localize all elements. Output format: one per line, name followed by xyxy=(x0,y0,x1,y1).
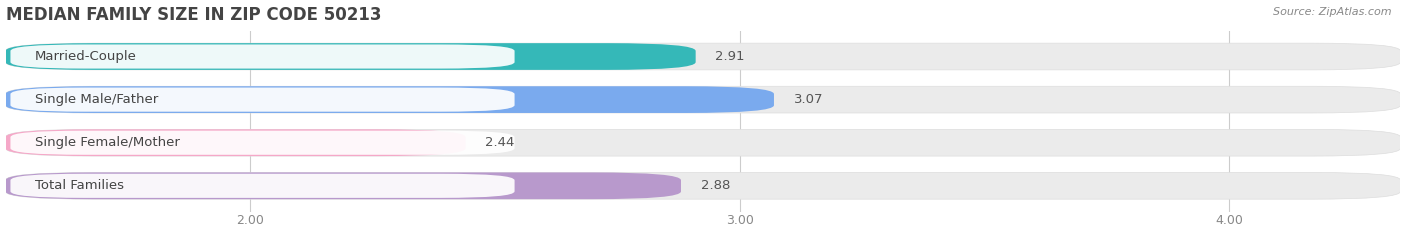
Text: MEDIAN FAMILY SIZE IN ZIP CODE 50213: MEDIAN FAMILY SIZE IN ZIP CODE 50213 xyxy=(6,6,381,24)
FancyBboxPatch shape xyxy=(10,131,515,155)
Text: 2.91: 2.91 xyxy=(716,50,745,63)
Text: 2.44: 2.44 xyxy=(485,136,515,149)
FancyBboxPatch shape xyxy=(6,129,465,156)
FancyBboxPatch shape xyxy=(10,174,515,198)
FancyBboxPatch shape xyxy=(10,88,515,112)
Text: Single Male/Father: Single Male/Father xyxy=(35,93,157,106)
Text: 2.88: 2.88 xyxy=(700,179,730,192)
Text: Married-Couple: Married-Couple xyxy=(35,50,136,63)
FancyBboxPatch shape xyxy=(6,43,696,70)
Text: 3.07: 3.07 xyxy=(793,93,823,106)
FancyBboxPatch shape xyxy=(6,43,1400,70)
Text: Single Female/Mother: Single Female/Mother xyxy=(35,136,180,149)
Text: Total Families: Total Families xyxy=(35,179,124,192)
FancyBboxPatch shape xyxy=(10,45,515,69)
Text: Source: ZipAtlas.com: Source: ZipAtlas.com xyxy=(1274,7,1392,17)
FancyBboxPatch shape xyxy=(6,129,1400,156)
FancyBboxPatch shape xyxy=(6,86,773,113)
FancyBboxPatch shape xyxy=(6,172,681,199)
FancyBboxPatch shape xyxy=(6,86,1400,113)
FancyBboxPatch shape xyxy=(6,172,1400,199)
